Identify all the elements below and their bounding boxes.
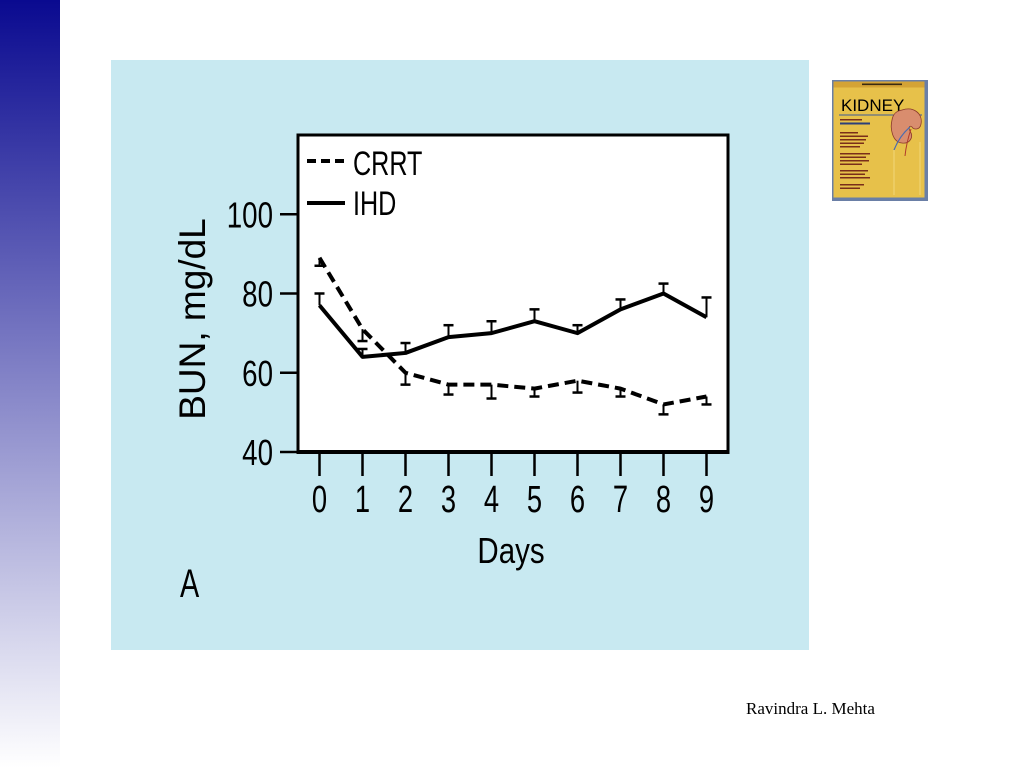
y-tick-label: 100 bbox=[227, 195, 273, 235]
book-text-line bbox=[840, 142, 864, 144]
crrt-point-day-5 bbox=[529, 388, 540, 398]
book-text-line bbox=[840, 132, 858, 134]
series-marks bbox=[314, 256, 712, 416]
book-text-line bbox=[840, 184, 864, 186]
x-tick-label: 0 bbox=[312, 479, 327, 521]
ihd-point-day-1 bbox=[357, 347, 368, 357]
legend-crrt-label: CRRT bbox=[353, 145, 422, 183]
x-tick-label: 7 bbox=[613, 479, 628, 521]
book-title: KIDNEY bbox=[841, 96, 904, 115]
x-tick-label: 9 bbox=[699, 479, 714, 521]
legend: CRRT IHD bbox=[307, 145, 422, 223]
crrt-point-day-8 bbox=[658, 404, 669, 416]
crrt-point-day-1 bbox=[357, 329, 368, 343]
x-tick-label: 8 bbox=[656, 479, 671, 521]
ihd-point-day-9 bbox=[701, 296, 712, 318]
book-cover-art: KIDNEY bbox=[832, 80, 928, 201]
ihd-point-day-7 bbox=[615, 298, 626, 310]
crrt-point-day-6 bbox=[572, 380, 583, 394]
plot-area bbox=[296, 133, 730, 454]
sidebar-gradient-bar bbox=[0, 0, 60, 768]
x-tick-label: 2 bbox=[398, 479, 413, 521]
kidney-book-cover-image: KIDNEY bbox=[832, 80, 928, 201]
y-tick-label: 40 bbox=[242, 433, 273, 473]
ihd-point-day-8 bbox=[658, 282, 669, 294]
ihd-series-line bbox=[317, 291, 708, 359]
ihd-point-day-4 bbox=[486, 319, 497, 334]
crrt-point-day-0 bbox=[314, 257, 325, 268]
crrt-point-day-3 bbox=[443, 384, 454, 396]
book-text-line bbox=[840, 160, 869, 162]
book-text-line bbox=[840, 187, 860, 189]
book-text-line bbox=[840, 170, 868, 172]
book-text-line bbox=[840, 139, 866, 141]
book-text-line bbox=[840, 119, 862, 121]
x-tick-label: 3 bbox=[441, 479, 456, 521]
ihd-point-day-3 bbox=[443, 323, 454, 338]
crrt-point-day-2 bbox=[400, 372, 411, 386]
book-text-lines bbox=[840, 119, 870, 189]
ihd-point-day-6 bbox=[572, 323, 583, 334]
book-text-line bbox=[840, 163, 862, 165]
panel-label: A bbox=[180, 561, 200, 606]
crrt-point-day-4 bbox=[486, 384, 497, 400]
book-series-text-line bbox=[862, 83, 902, 86]
x-tick-label: 5 bbox=[527, 479, 542, 521]
ihd-point-day-2 bbox=[400, 341, 411, 353]
book-text-line bbox=[840, 146, 860, 148]
crrt-point-day-7 bbox=[615, 388, 626, 398]
y-axis-label: BUN, mg/dL bbox=[172, 218, 213, 420]
x-axis-label: Days bbox=[477, 530, 544, 570]
book-text-line bbox=[840, 177, 870, 179]
y-tick-label: 60 bbox=[242, 353, 273, 393]
book-text-line bbox=[840, 156, 866, 158]
book-text-line bbox=[840, 173, 865, 175]
author-credit: Ravindra L. Mehta bbox=[746, 699, 875, 718]
kidney-vessel bbox=[893, 126, 911, 151]
kidney-illustration bbox=[890, 108, 922, 157]
y-tick-label: 80 bbox=[242, 274, 273, 314]
x-tick-label: 1 bbox=[355, 479, 370, 521]
crrt-point-day-9 bbox=[701, 396, 712, 406]
x-tick-label: 6 bbox=[570, 479, 585, 521]
x-tick-label: 4 bbox=[484, 479, 499, 521]
book-text-line bbox=[840, 135, 868, 137]
ihd-point-day-0 bbox=[314, 292, 325, 306]
book-text-line bbox=[840, 122, 870, 125]
book-text-line bbox=[840, 153, 870, 155]
axes: 40 60 80 100 0 1 2 3 4 5 6 7 8 9 bbox=[227, 195, 714, 521]
legend-ihd-label: IHD bbox=[353, 185, 396, 223]
ihd-point-day-5 bbox=[529, 308, 540, 322]
figure-panel: 40 60 80 100 0 1 2 3 4 5 6 7 8 9 CRRT IHD BUN, mg/dL … bbox=[111, 60, 809, 650]
kidney-vessel bbox=[904, 128, 912, 157]
